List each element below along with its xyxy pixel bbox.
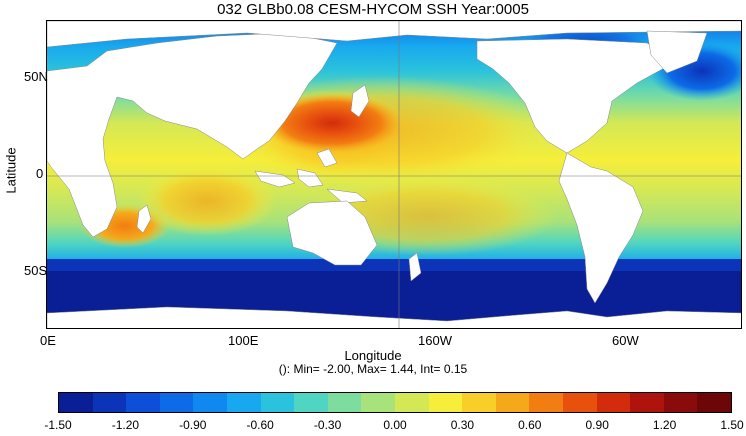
colorbar-segment xyxy=(394,393,429,412)
colorbar-segment xyxy=(428,393,463,412)
colorbar-segment xyxy=(495,393,530,412)
x-tick-160w: 160W xyxy=(418,333,452,348)
x-tick-100e: 100E xyxy=(228,333,259,348)
land-masses xyxy=(47,21,741,328)
colorbar-segment xyxy=(596,393,631,412)
colorbar-tick-label: -1.50 xyxy=(44,418,72,432)
colorbar-tick-label: -0.60 xyxy=(246,418,274,432)
colorbar-segment xyxy=(697,393,731,412)
colorbar-tick-label: -1.20 xyxy=(111,418,140,432)
colorbar-segment xyxy=(630,393,664,412)
colorbar-segment xyxy=(126,393,160,412)
stats-summary: (): Min= -2.00, Max= 1.44, Int= 0.15 xyxy=(278,362,468,376)
map-title: 032 GLBb0.08 CESM-HYCOM SSH Year:0005 xyxy=(217,1,529,18)
colorbar-segment xyxy=(59,393,93,412)
colorbar-segment xyxy=(92,393,127,412)
x-tick-0e: 0E xyxy=(40,333,56,348)
colorbar-tick-label: 1.50 xyxy=(720,418,744,432)
colorbar-tick-label: 0.00 xyxy=(383,418,407,432)
colorbar-segment xyxy=(562,393,597,412)
colorbar-segment xyxy=(327,393,362,412)
colorbar-tick-label: 1.20 xyxy=(652,418,677,432)
ssh-map xyxy=(46,20,742,329)
y-tick-0: 0 xyxy=(36,166,44,181)
colorbar-segment xyxy=(193,393,227,412)
ssh-field xyxy=(47,21,741,328)
colorbar-tick-label: -0.90 xyxy=(179,418,207,432)
y-tick-50s: 50S xyxy=(24,263,48,278)
colorbar-segment xyxy=(260,393,295,412)
colorbar-segment xyxy=(462,393,496,412)
colorbar-tick-label: -0.30 xyxy=(313,418,342,432)
x-tick-60w: 60W xyxy=(612,333,639,348)
colorbar-tick-label: 0.30 xyxy=(450,418,475,432)
colorbar-segment xyxy=(529,393,563,412)
y-axis-label: Latitude xyxy=(3,147,19,194)
colorbar-segment xyxy=(159,393,194,412)
colorbar-tick-label: 0.90 xyxy=(585,418,609,432)
x-axis-label: Longitude xyxy=(344,348,402,363)
colorbar-segment xyxy=(663,393,698,412)
colorbar xyxy=(58,392,732,413)
colorbar-tick-label: 0.60 xyxy=(518,418,542,432)
y-tick-50n: 50N xyxy=(24,69,48,84)
colorbar-segment xyxy=(226,393,261,412)
colorbar-segment xyxy=(361,393,395,412)
colorbar-segment xyxy=(294,393,328,412)
